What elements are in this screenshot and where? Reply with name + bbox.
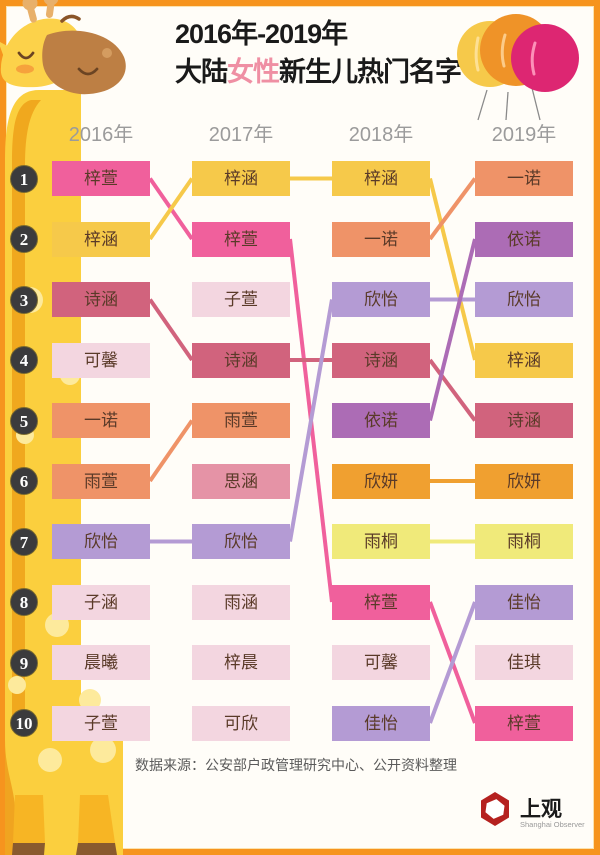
svg-text:上观: 上观 (520, 798, 562, 821)
svg-text:Shanghai Observer: Shanghai Observer (520, 820, 585, 829)
